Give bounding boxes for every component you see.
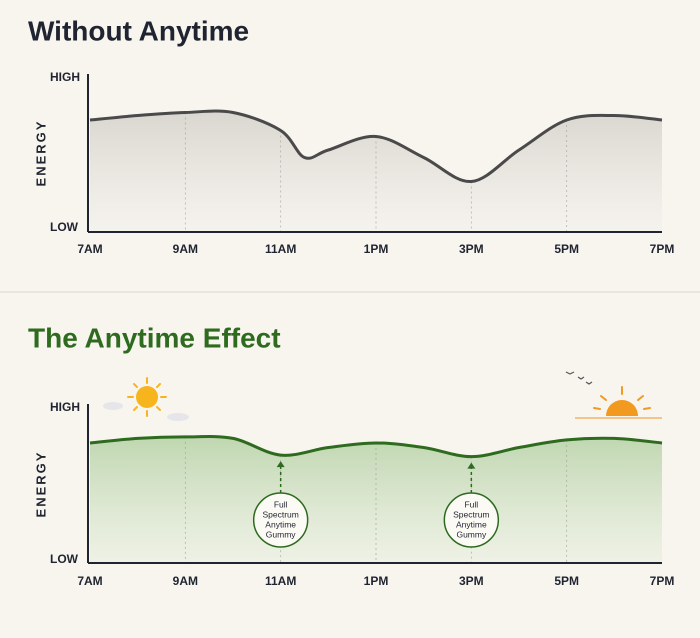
y-axis-label: ENERGY [33, 451, 48, 518]
annotation-text: Full [464, 499, 478, 509]
x-tick-label: 7AM [77, 242, 102, 256]
chart-title: Without Anytime [28, 15, 249, 46]
line [89, 435, 663, 459]
x-tick-label: 7PM [650, 242, 675, 256]
chart-title: The Anytime Effect [28, 322, 281, 353]
x-tick-label: 9AM [173, 574, 198, 588]
y-tick-label: LOW [50, 552, 79, 566]
annotation-arrowhead [467, 462, 476, 469]
x-tick-label: 5PM [554, 574, 579, 588]
x-tick-label: 11AM [265, 242, 296, 256]
annotation-text: Full [274, 499, 288, 509]
x-tick-label: 5PM [554, 242, 579, 256]
x-tick-label: 7PM [650, 574, 675, 588]
annotation-text: Gummy [266, 529, 297, 539]
x-tick-label: 3PM [459, 242, 484, 256]
x-tick-label: 3PM [459, 574, 484, 588]
annotation-text: Anytime [456, 519, 487, 529]
annotation-text: Spectrum [453, 509, 489, 519]
y-tick-label: LOW [50, 220, 79, 234]
line [89, 109, 663, 184]
sun-icon [103, 377, 189, 421]
annotation-circle [252, 492, 309, 548]
annotation-text: Gummy [456, 529, 487, 539]
y-tick-label: HIGH [50, 70, 80, 84]
x-tick-label: 9AM [173, 242, 198, 256]
y-axis-label: ENERGY [33, 120, 48, 187]
x-tick-label: 1PM [364, 242, 389, 256]
annotation-text: Spectrum [262, 509, 298, 519]
annotation-arrowhead [276, 461, 285, 468]
y-tick-label: HIGH [50, 400, 80, 414]
x-tick-label: 1PM [364, 574, 389, 588]
x-tick-label: 7AM [77, 574, 102, 588]
x-tick-label: 11AM [265, 574, 296, 588]
annotation-text: Anytime [265, 519, 296, 529]
annotation-circle [443, 492, 500, 548]
sunset-icon [565, 371, 662, 419]
